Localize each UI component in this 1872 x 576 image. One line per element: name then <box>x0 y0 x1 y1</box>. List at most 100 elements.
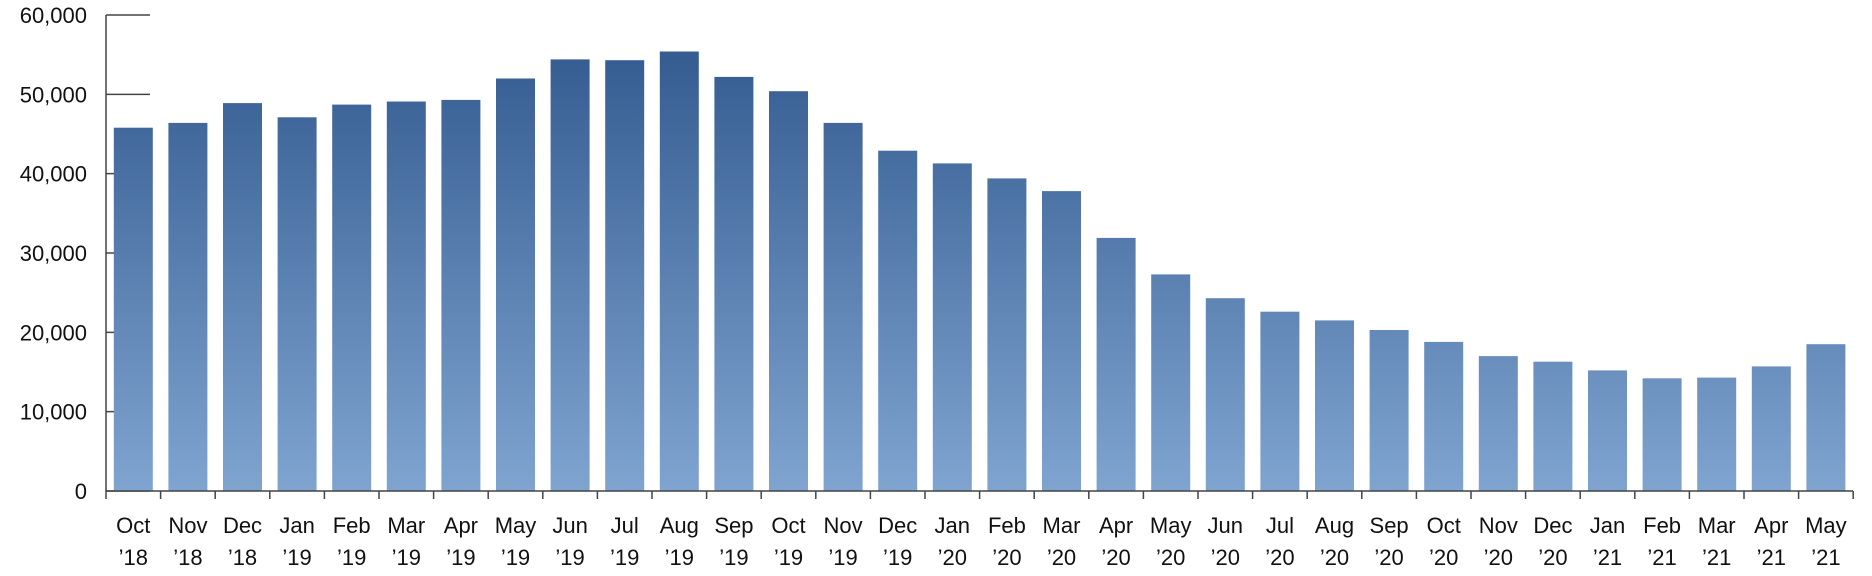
bar <box>168 122 208 492</box>
bar <box>113 127 153 491</box>
x-tick-label-month: Dec <box>223 513 262 538</box>
x-tick-label-year: ’19 <box>719 545 748 570</box>
bar <box>714 76 754 492</box>
bar <box>1424 341 1464 491</box>
x-tick-label-year: ’21 <box>1757 545 1786 570</box>
bar <box>1533 361 1573 491</box>
bar <box>1642 378 1682 491</box>
x-tick-label-month: Nov <box>168 513 207 538</box>
x-tick-label-month: May <box>1805 513 1847 538</box>
x-tick-label-year: ’20 <box>1047 545 1076 570</box>
x-tick-label-month: Nov <box>1479 513 1518 538</box>
x-tick-label-month: Mar <box>1698 513 1736 538</box>
x-tick-label-year: ’20 <box>1156 545 1185 570</box>
y-tick-label: 10,000 <box>20 400 87 425</box>
x-tick-label-month: Jan <box>1590 513 1625 538</box>
bar <box>1096 237 1136 491</box>
y-tick-label: 40,000 <box>20 162 87 187</box>
x-tick-label-year: ’21 <box>1647 545 1676 570</box>
x-tick-label-month: Apr <box>1099 513 1133 538</box>
x-tick-label-year: ’19 <box>774 545 803 570</box>
x-axis: Oct ’18 Nov ’18 Dec ’18 Jan ’19 Feb ’19 Mar ’19 Apr ’… <box>105 490 1854 570</box>
bar <box>223 103 262 491</box>
x-tick-label-month: Mar <box>1043 513 1081 538</box>
bar <box>1315 320 1354 491</box>
x-tick-label-year: ’18 <box>228 545 257 570</box>
x-tick-label-month: Feb <box>1643 513 1681 538</box>
bar <box>1478 356 1518 491</box>
bar <box>659 51 699 491</box>
x-tick-label-year: ’19 <box>883 545 912 570</box>
x-tick-label-year: ’18 <box>173 545 202 570</box>
x-tick-label-month: Sep <box>1370 513 1409 538</box>
x-tick-label-year: ’20 <box>1265 545 1294 570</box>
x-tick-label-month: Oct <box>1427 513 1461 538</box>
bar <box>1806 344 1846 491</box>
bars <box>113 51 1846 492</box>
x-tick-label-year: ’19 <box>665 545 694 570</box>
x-tick-label-month: Feb <box>333 513 371 538</box>
x-tick-label-month: Jul <box>1266 513 1294 538</box>
x-tick-label-month: Jan <box>935 513 970 538</box>
x-tick-label-year: ’19 <box>555 545 584 570</box>
x-tick-label-year: ’20 <box>1211 545 1240 570</box>
x-tick-label-year: ’21 <box>1593 545 1622 570</box>
x-tick-label-year: ’19 <box>610 545 639 570</box>
x-tick-label-year: ’20 <box>992 545 1021 570</box>
x-tick-label-year: ’19 <box>501 545 530 570</box>
bar <box>277 117 317 492</box>
x-tick-label-month: Dec <box>878 513 917 538</box>
bar <box>1588 370 1627 491</box>
bar <box>496 78 535 491</box>
bar <box>823 122 863 492</box>
bar <box>932 163 972 491</box>
y-tick-label: 60,000 <box>20 3 87 28</box>
x-tick-label-month: May <box>495 513 537 538</box>
y-tick-label: 50,000 <box>20 82 87 107</box>
x-tick-label-year: ’20 <box>1484 545 1513 570</box>
x-tick-label-year: ’19 <box>446 545 475 570</box>
bar <box>878 150 918 491</box>
x-tick-label-month: Sep <box>714 513 753 538</box>
x-tick-label-year: ’19 <box>282 545 311 570</box>
x-tick-label-year: ’20 <box>1429 545 1458 570</box>
x-tick-label-month: Jul <box>611 513 639 538</box>
x-tick-label-month: Oct <box>771 513 805 538</box>
x-tick-label-month: Aug <box>660 513 699 538</box>
x-tick-label-month: Feb <box>988 513 1026 538</box>
bar <box>441 99 481 492</box>
x-tick-label-year: ’20 <box>938 545 967 570</box>
x-tick-label-month: Jun <box>552 513 587 538</box>
bar <box>1697 377 1737 491</box>
bar <box>987 178 1027 491</box>
bar <box>769 91 808 491</box>
x-tick-label-year: ’21 <box>1811 545 1840 570</box>
x-tick-label-year: ’20 <box>1101 545 1130 570</box>
bar <box>386 101 426 491</box>
bar <box>1151 274 1191 491</box>
y-tick-label: 0 <box>75 479 87 504</box>
x-tick-label-year: ’19 <box>392 545 421 570</box>
x-tick-label-year: ’20 <box>1374 545 1403 570</box>
bar <box>1260 311 1300 491</box>
bar <box>1751 366 1791 491</box>
bar <box>332 104 372 491</box>
x-tick-label-year: ’20 <box>1538 545 1567 570</box>
x-tick-label-year: ’20 <box>1320 545 1349 570</box>
x-tick-label-month: Dec <box>1533 513 1572 538</box>
y-tick-label: 20,000 <box>20 320 87 345</box>
x-tick-label-month: Oct <box>116 513 150 538</box>
bar <box>550 59 590 492</box>
x-tick-label-month: Aug <box>1315 513 1354 538</box>
x-tick-label-year: ’18 <box>119 545 148 570</box>
x-tick-label-month: Apr <box>444 513 478 538</box>
y-tick-label: 30,000 <box>20 241 87 266</box>
bar <box>1369 330 1409 491</box>
x-tick-label-month: Mar <box>387 513 425 538</box>
x-tick-label-month: Jan <box>279 513 314 538</box>
bar <box>1042 191 1081 491</box>
bar <box>1205 298 1245 491</box>
x-tick-label-year: ’19 <box>337 545 366 570</box>
bar <box>605 60 645 491</box>
